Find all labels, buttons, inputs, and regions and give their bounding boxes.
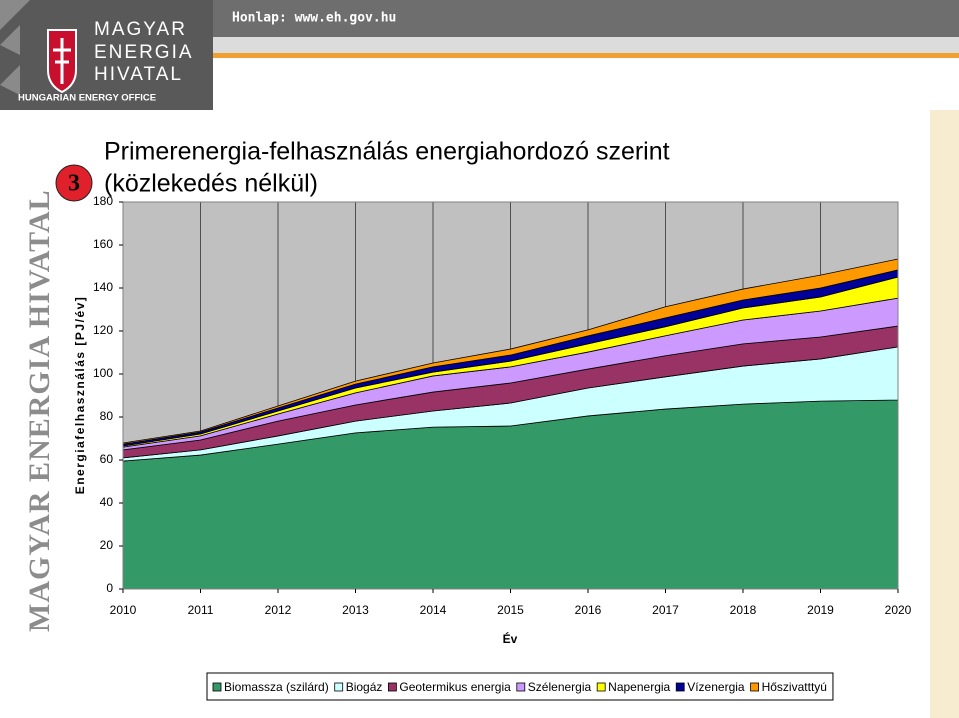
slide-number-badge [55, 164, 93, 202]
legend-swatch [596, 682, 606, 692]
x-axis-label: Év [503, 631, 518, 646]
y-tick-label: 60 [100, 452, 114, 466]
legend-swatch [388, 682, 397, 692]
chart-title: (közlekedés nélkül) [104, 170, 318, 198]
x-tick-label: 2013 [342, 603, 369, 617]
y-axis-label: Energiafelhasználás [PJ/év] [73, 296, 87, 495]
legend-label: Geotermikus energia [399, 680, 511, 694]
y-tick-label: 40 [100, 495, 114, 509]
logo-cross [53, 38, 71, 84]
slide-number: 3 [68, 171, 80, 197]
legend-label: Hőszivatttyú [762, 680, 827, 694]
x-tick-label: 2017 [652, 603, 679, 617]
x-tick-label: 2012 [265, 603, 292, 617]
legend-swatch [675, 682, 685, 692]
y-tick-label: 0 [106, 581, 113, 595]
y-tick-label: 100 [93, 366, 113, 380]
x-tick-label: 2020 [885, 603, 912, 617]
x-tick-label: 2019 [807, 603, 834, 617]
header-stripe [213, 53, 959, 58]
right-strip [930, 110, 959, 718]
logo-line: ENERGIA [94, 42, 194, 63]
legend-swatch [212, 682, 222, 692]
x-tick-label: 2016 [575, 603, 602, 617]
homepage-link: Honlap: www.eh.gov.hu [232, 11, 396, 26]
y-tick-label: 140 [93, 280, 113, 294]
legend-label: Biomassza (szilárd) [224, 680, 329, 694]
x-tick-label: 2014 [420, 603, 447, 617]
y-tick-label: 120 [93, 323, 113, 337]
logo-line: HIVATAL [94, 64, 183, 85]
x-tick-label: 2011 [188, 603, 214, 617]
legend-swatch [334, 682, 344, 692]
legend-label: Napenergia [608, 680, 670, 694]
sidebar-text: MAGYAR ENERGIA HIVATAL [23, 189, 56, 632]
x-tick-label: 2015 [497, 603, 524, 617]
chart-title: Primerenergia-felhasználás energiahordoz… [104, 138, 670, 166]
logo-subtitle: HUNGARIAN ENERGY OFFICE [18, 93, 156, 104]
logo-line: MAGYAR [94, 19, 187, 40]
x-tick-label: 2010 [110, 603, 137, 617]
header-bar [213, 0, 959, 37]
y-tick-label: 80 [100, 409, 114, 423]
header-fill [213, 58, 959, 110]
x-tick-label: 2018 [730, 603, 757, 617]
header-band [213, 37, 959, 55]
y-tick-label: 160 [93, 237, 113, 251]
logo-box [0, 0, 213, 110]
legend-swatch [516, 682, 526, 692]
legend-label: Biogáz [346, 680, 383, 694]
logo-pattern [0, 0, 30, 95]
legend-swatch [750, 682, 759, 692]
y-tick-label: 20 [100, 538, 114, 552]
legend-label: Szélenergia [528, 680, 592, 694]
y-tick-label: 180 [93, 194, 113, 208]
legend-label: Vízenergia [687, 680, 745, 694]
